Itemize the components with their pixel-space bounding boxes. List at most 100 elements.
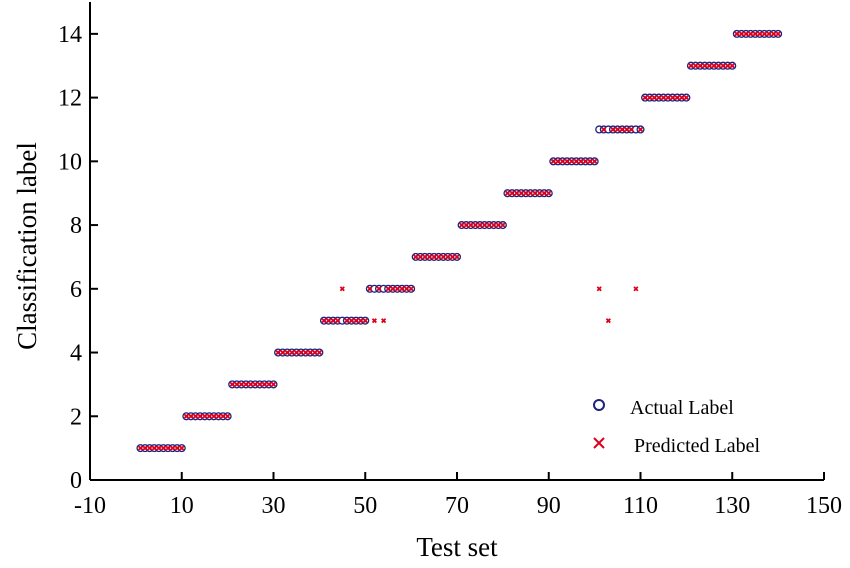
predicted-point (326, 318, 332, 324)
x-axis-title: Test set (416, 532, 498, 562)
predicted-point (587, 158, 593, 164)
actual-label-series (136, 29, 783, 453)
predicted-point (266, 381, 272, 387)
predicted-point (192, 413, 199, 419)
predicted-point (348, 318, 355, 324)
predicted-point (358, 318, 364, 324)
predicted-point (151, 445, 157, 451)
predicted-point (472, 222, 478, 228)
predicted-point (404, 286, 410, 292)
predicted-point (683, 95, 689, 101)
predicted-point (615, 126, 621, 133)
predicted-point (637, 126, 644, 133)
predicted-point (651, 95, 657, 101)
predicted-point (495, 222, 501, 228)
predicted-point (179, 445, 185, 451)
predicted-point (165, 445, 171, 451)
predicted-point (275, 349, 281, 356)
predicted-point (578, 158, 584, 164)
predicted-point (394, 286, 400, 292)
predicted-point (344, 318, 350, 324)
predicted-point (468, 222, 474, 228)
predicted-point (270, 381, 277, 387)
predicted-point (197, 413, 203, 419)
predicted-point (541, 190, 547, 196)
predicted-point (725, 63, 731, 69)
predicted-point (330, 318, 336, 324)
predicted-point (445, 254, 451, 260)
predicted-point (596, 286, 602, 292)
predicted-point (316, 349, 322, 356)
predicted-point (376, 286, 382, 292)
predicted-point (202, 413, 208, 419)
predicted-point (761, 31, 767, 37)
predicted-point (656, 95, 662, 101)
predicted-point (748, 31, 754, 37)
predicted-point (426, 254, 433, 260)
predicted-point (537, 190, 543, 196)
predicted-point (431, 254, 437, 260)
predicted-point (229, 381, 235, 387)
predicted-point (188, 413, 194, 419)
predicted-point (757, 31, 763, 37)
predicted-point (261, 381, 267, 387)
predicted-point (307, 349, 313, 356)
predicted-point (381, 318, 387, 324)
y-axis-ticks: 0 2 4 6 8 10 12 14 (58, 22, 98, 494)
predicted-point (738, 31, 744, 37)
predicted-point (670, 95, 676, 101)
x-tick-label: 130 (714, 493, 750, 519)
y-axis-title: Classification label (12, 142, 42, 350)
predicted-point (183, 413, 189, 419)
legend-predicted-marker (593, 437, 605, 449)
predicted-point (284, 349, 290, 356)
predicted-point (459, 222, 465, 228)
legend-actual-marker (593, 399, 605, 411)
y-tick-label: 10 (58, 149, 82, 175)
predicted-point (573, 158, 579, 164)
predicted-point (592, 158, 598, 164)
predicted-point (234, 381, 240, 387)
predicted-point (697, 63, 703, 69)
predicted-point (729, 63, 735, 69)
predicted-point (449, 254, 455, 260)
predicted-point (156, 445, 162, 451)
predicted-point (481, 222, 488, 228)
predicted-point (413, 254, 419, 260)
legend: Actual Label Predicted Label (593, 397, 760, 457)
predicted-point (390, 286, 396, 292)
predicted-point (399, 286, 405, 292)
predicted-point (706, 63, 712, 69)
predicted-point (280, 349, 286, 356)
predicted-point (555, 158, 561, 164)
predicted-point (257, 381, 263, 387)
predicted-point (142, 445, 148, 451)
predicted-point (674, 95, 680, 101)
y-tick-label: 2 (70, 404, 82, 430)
predicted-point (293, 349, 299, 356)
predicted-label-series (137, 31, 781, 451)
predicted-point (743, 31, 749, 37)
predicted-point (215, 413, 221, 419)
predicted-point (353, 318, 359, 324)
predicted-point (720, 63, 726, 69)
legend-actual-label: Actual Label (630, 397, 734, 419)
predicted-point (463, 222, 469, 228)
predicted-point (647, 95, 653, 101)
predicted-point (454, 254, 460, 260)
legend-predicted-label: Predicted Label (634, 435, 760, 457)
predicted-point (693, 63, 699, 69)
predicted-point (734, 31, 740, 37)
y-tick-label: 0 (70, 468, 82, 494)
predicted-point (220, 413, 226, 419)
predicted-point (335, 318, 341, 324)
predicted-point (665, 95, 671, 101)
x-mark-icon (593, 437, 605, 449)
predicted-point (532, 190, 538, 196)
predicted-point (523, 190, 529, 196)
predicted-point (500, 222, 506, 228)
predicted-point (321, 318, 327, 324)
x-tick-label: 50 (353, 493, 377, 519)
predicted-point (367, 286, 373, 292)
